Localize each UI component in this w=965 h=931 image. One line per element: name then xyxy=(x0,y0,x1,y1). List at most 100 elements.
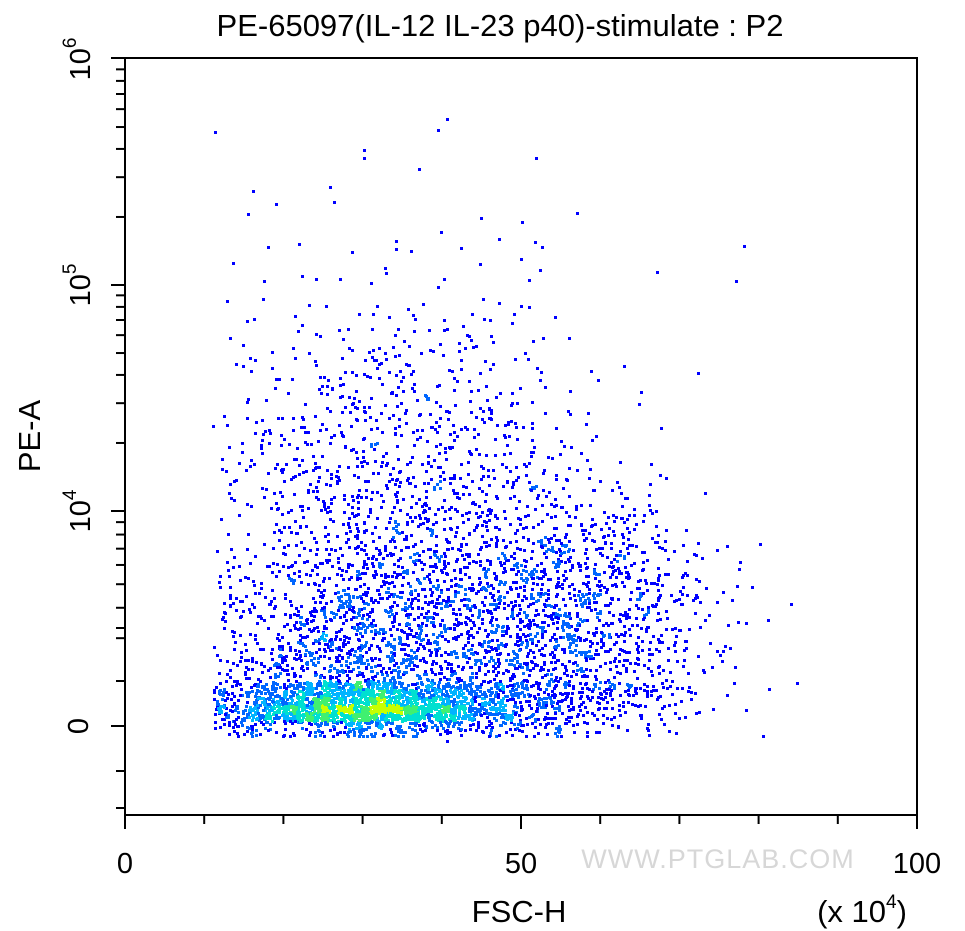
event-dot xyxy=(581,675,584,678)
event-dot xyxy=(310,659,313,662)
event-dot xyxy=(332,520,335,523)
event-dot xyxy=(675,599,678,602)
event-dot xyxy=(609,602,612,605)
event-dot xyxy=(502,630,505,633)
event-dot xyxy=(361,701,364,704)
event-dot xyxy=(519,719,522,722)
event-dot xyxy=(487,681,490,684)
event-dot xyxy=(383,637,386,640)
event-dot xyxy=(751,586,754,589)
event-dot xyxy=(642,561,645,564)
event-dot xyxy=(327,692,330,695)
event-dot xyxy=(323,735,326,738)
event-dot xyxy=(380,707,383,710)
event-dot xyxy=(450,651,453,654)
event-dot xyxy=(417,579,420,582)
event-dot xyxy=(572,662,575,665)
event-dot xyxy=(655,510,658,513)
event-dot xyxy=(218,672,221,675)
event-dot xyxy=(595,601,598,604)
event-dot xyxy=(410,629,413,632)
event-dot xyxy=(487,689,490,692)
event-dot xyxy=(471,703,474,706)
event-dot xyxy=(342,645,345,648)
event-dot xyxy=(405,716,408,719)
event-dot xyxy=(521,599,524,602)
event-dot xyxy=(366,613,369,616)
event-dot xyxy=(382,632,385,635)
event-dot xyxy=(458,709,461,712)
event-dot xyxy=(424,689,427,692)
event-dot xyxy=(711,666,714,669)
event-dot xyxy=(416,706,419,709)
event-dot xyxy=(358,715,361,718)
event-dot xyxy=(300,616,303,619)
event-dot xyxy=(289,646,292,649)
event-dot xyxy=(505,731,508,734)
event-dot xyxy=(318,701,321,704)
event-dot xyxy=(640,594,643,597)
event-dot xyxy=(431,591,434,594)
event-dot xyxy=(435,705,438,708)
event-dot xyxy=(351,711,354,714)
event-dot xyxy=(489,603,492,606)
event-dot xyxy=(599,692,602,695)
event-dot xyxy=(317,480,320,483)
event-dot xyxy=(486,635,489,638)
event-dot xyxy=(639,592,642,595)
event-dot xyxy=(396,499,399,502)
event-dot xyxy=(386,691,389,694)
event-dot xyxy=(437,685,440,688)
event-dot xyxy=(547,538,550,541)
event-dot xyxy=(519,518,522,521)
event-dot xyxy=(429,548,432,551)
event-dot xyxy=(362,625,365,628)
event-dot xyxy=(618,709,621,712)
event-dot xyxy=(294,520,297,523)
event-dot xyxy=(405,687,408,690)
event-dot xyxy=(655,648,658,651)
event-dot xyxy=(469,679,472,682)
event-dot xyxy=(641,649,644,652)
event-dot xyxy=(296,684,299,687)
event-dot xyxy=(290,713,293,716)
event-dot xyxy=(468,555,471,558)
event-dot xyxy=(543,621,546,624)
event-dot xyxy=(427,639,430,642)
event-dot xyxy=(381,597,384,600)
event-dot xyxy=(455,560,458,563)
event-dot xyxy=(537,540,540,543)
event-dot xyxy=(478,703,481,706)
event-dot xyxy=(263,665,266,668)
event-dot xyxy=(626,729,629,732)
event-dot xyxy=(291,719,294,722)
event-dot xyxy=(483,691,486,694)
event-dot xyxy=(367,686,370,689)
event-dot xyxy=(389,697,392,700)
event-dot xyxy=(495,649,498,652)
event-dot xyxy=(535,600,538,603)
event-dot xyxy=(323,611,326,614)
event-dot xyxy=(585,651,588,654)
event-dot xyxy=(514,694,517,697)
event-dot xyxy=(396,531,399,534)
event-dot xyxy=(664,573,667,576)
event-dot xyxy=(387,591,390,594)
event-dot xyxy=(569,617,572,620)
event-dot xyxy=(261,716,264,719)
event-dot xyxy=(368,722,371,725)
event-dot xyxy=(335,613,338,616)
event-dot xyxy=(316,716,319,719)
event-dot xyxy=(519,628,522,631)
event-dot xyxy=(306,622,309,625)
event-dot xyxy=(353,688,356,691)
event-dot xyxy=(522,536,525,539)
event-dot xyxy=(635,642,638,645)
chart-title: PE-65097(IL-12 IL-23 p40)-stimulate : P2 xyxy=(217,8,784,43)
event-dot xyxy=(223,718,226,721)
event-dot xyxy=(423,588,426,591)
event-dot xyxy=(374,665,377,668)
event-dot xyxy=(585,668,588,671)
event-dot xyxy=(513,675,516,678)
event-dot xyxy=(414,724,417,727)
